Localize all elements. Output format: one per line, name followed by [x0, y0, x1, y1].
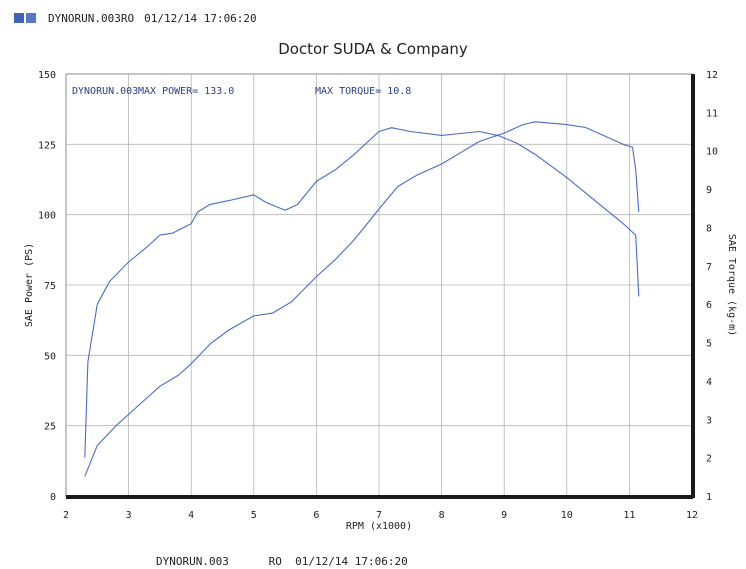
y-right-tick-label: 10 [706, 147, 718, 158]
y-left-tick-label: 50 [44, 351, 56, 362]
y-right-tick-label: 6 [706, 300, 712, 311]
brand-square-icon [26, 13, 36, 23]
power-series-line [84, 121, 640, 477]
header-timestamp: 01/12/14 17:06:20 [144, 11, 257, 25]
x-tick-label: 8 [439, 510, 445, 521]
y-right-tick-label: 9 [706, 185, 712, 196]
x-tick-label: 10 [561, 510, 573, 521]
x-tick-label: 7 [376, 510, 382, 521]
y-left-tick-label: 125 [38, 140, 56, 151]
run-label: DYNORUN.003RO [48, 11, 135, 25]
y-left-tick-label: 0 [50, 492, 56, 503]
y-right-tick-label: 5 [706, 339, 712, 350]
y-left-tick-label: 100 [38, 211, 56, 222]
report-footer: DYNORUN.003 RO 01/12/14 17:06:20 [156, 555, 408, 568]
footer-timestamp: 01/12/14 17:06:20 [295, 555, 408, 568]
y-right-tick-label: 8 [706, 223, 712, 234]
y-right-tick-label: 2 [706, 454, 712, 465]
annotation-max-power: MAX POWER= 133.0 [138, 86, 234, 97]
y-right-axis-label: SAE Torque (kg-m) [726, 234, 737, 336]
annotation-run: DYNORUN.003 [72, 86, 138, 97]
annotation-max-torque: MAX TORQUE= 10.8 [315, 86, 411, 97]
y-right-tick-label: 7 [706, 262, 712, 273]
chart-title: Doctor SUDA & Company [278, 40, 468, 58]
x-tick-label: 4 [188, 510, 194, 521]
x-tick-label: 6 [313, 510, 319, 521]
x-tick-label: 9 [501, 510, 507, 521]
y-right-tick-label: 3 [706, 415, 712, 426]
y-right-tick-label: 4 [706, 377, 712, 388]
x-tick-label: 5 [251, 510, 257, 521]
y-right-tick-label: 1 [706, 492, 712, 503]
x-tick-label: 12 [686, 510, 698, 521]
torque-series-line [84, 127, 640, 458]
y-right-tick-label: 12 [706, 70, 718, 81]
footer-mode: RO [268, 555, 282, 568]
y-right-tick-label: 11 [706, 108, 718, 119]
footer-run: DYNORUN.003 [156, 555, 229, 568]
x-tick-label: 3 [126, 510, 132, 521]
y-left-tick-label: 25 [44, 422, 56, 433]
x-tick-label: 11 [623, 510, 635, 521]
report-header: DYNORUN.003RO 01/12/14 17:06:20 [14, 10, 257, 26]
brand-square-icon [14, 13, 24, 23]
y-left-axis-label: SAE Power (PS) [24, 243, 35, 327]
y-left-tick-label: 150 [38, 70, 56, 81]
y-left-tick-label: 75 [44, 281, 56, 292]
x-tick-label: 2 [63, 510, 69, 521]
x-axis-label: RPM (x1000) [346, 521, 412, 532]
